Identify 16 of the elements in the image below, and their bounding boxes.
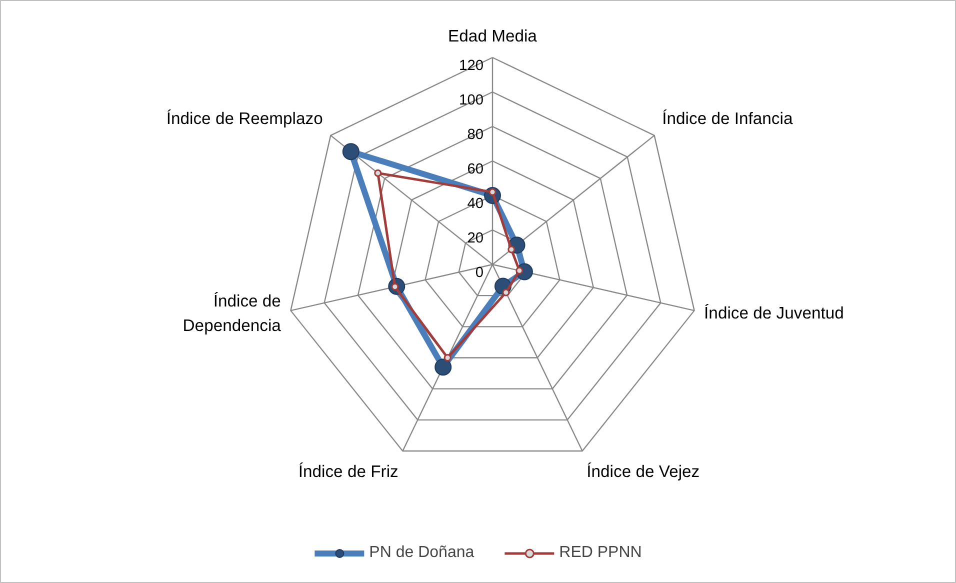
y-tick-label: 40 (467, 196, 484, 212)
y-tick-label: 80 (467, 127, 484, 143)
spoke-label: Índice de Juventud (704, 304, 844, 323)
y-tick-label: 20 (467, 230, 484, 246)
legend-label: PN de Doñana (369, 544, 474, 562)
y-tick-label: 120 (459, 58, 484, 74)
y-tick-label: 0 (475, 265, 484, 281)
spoke-label: Índice de Vejez (586, 462, 700, 481)
spoke-label: Índice de Infancia (662, 108, 794, 128)
legend-label: RED PPNN (559, 544, 642, 562)
spoke-label: Índice de Reemplazo (166, 108, 323, 128)
spoke-label: Índice de Dependencia (182, 291, 282, 336)
y-tick-label: 60 (467, 162, 484, 178)
y-tick-label: 100 (459, 92, 484, 108)
spoke-label: Índice de Friz (298, 462, 398, 481)
spoke-label: Edad Media (448, 26, 538, 46)
